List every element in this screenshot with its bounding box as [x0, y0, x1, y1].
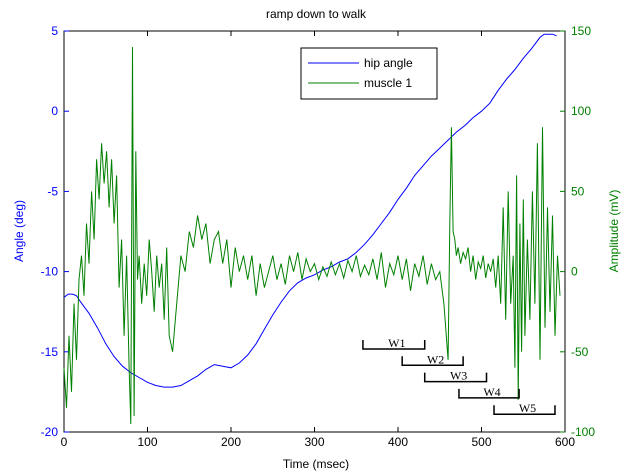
window-label-w4: W4: [483, 385, 500, 399]
plot-area: 0 100 200 300 400 500 600-20-15-10-505-100-500…: [41, 24, 596, 449]
chart-title: ramp down to walk: [266, 7, 367, 21]
y-right-tick-label: 0: [571, 265, 578, 279]
legend-label-0: hip angle: [364, 56, 413, 70]
x-tick-label: 200: [221, 435, 241, 449]
window-label-w5: W5: [519, 401, 536, 415]
x-axis-label: Time (msec): [283, 457, 349, 471]
x-tick-label: 600: [555, 435, 575, 449]
y-left-tick-label: -10: [41, 265, 59, 279]
legend-box: [300, 47, 438, 100]
window-bracket-w5: [493, 405, 556, 415]
window-bracket-w4: [458, 388, 520, 399]
window-bracket-w2: [401, 356, 464, 367]
y-right-tick-label: -50: [571, 345, 589, 359]
y-axis-left-label: Angle (deg): [12, 200, 26, 262]
x-tick-label: 400: [388, 435, 408, 449]
y-left-tick-label: -5: [47, 184, 58, 198]
x-tick-label: 300: [304, 435, 324, 449]
series-line-muscle-1: [63, 46, 561, 425]
window-label-w1: W1: [388, 336, 405, 350]
x-tick-label: 100: [137, 435, 157, 449]
y-left-tick-label: -15: [41, 345, 59, 359]
window-label-w2: W2: [427, 352, 444, 366]
window-bracket-w3: [423, 372, 488, 383]
y-axis-right-label: Amplitude (mV): [607, 190, 621, 273]
y-right-tick-label: 150: [571, 24, 591, 38]
y-right-tick-label: 50: [571, 184, 585, 198]
y-left-tick-label: 5: [51, 24, 58, 38]
y-right-tick-label: -100: [571, 425, 595, 439]
window-label-w3: W3: [450, 369, 467, 383]
x-tick-label: 500: [471, 435, 491, 449]
legend-label-1: muscle 1: [364, 76, 412, 90]
series-line-hip-angle: [63, 33, 557, 388]
window-bracket-w1: [362, 340, 426, 350]
y-left-tick-label: -20: [41, 425, 59, 439]
x-tick-label: 0: [61, 435, 68, 449]
y-left-tick-label: 0: [51, 104, 58, 118]
y-right-tick-label: 100: [571, 104, 591, 118]
